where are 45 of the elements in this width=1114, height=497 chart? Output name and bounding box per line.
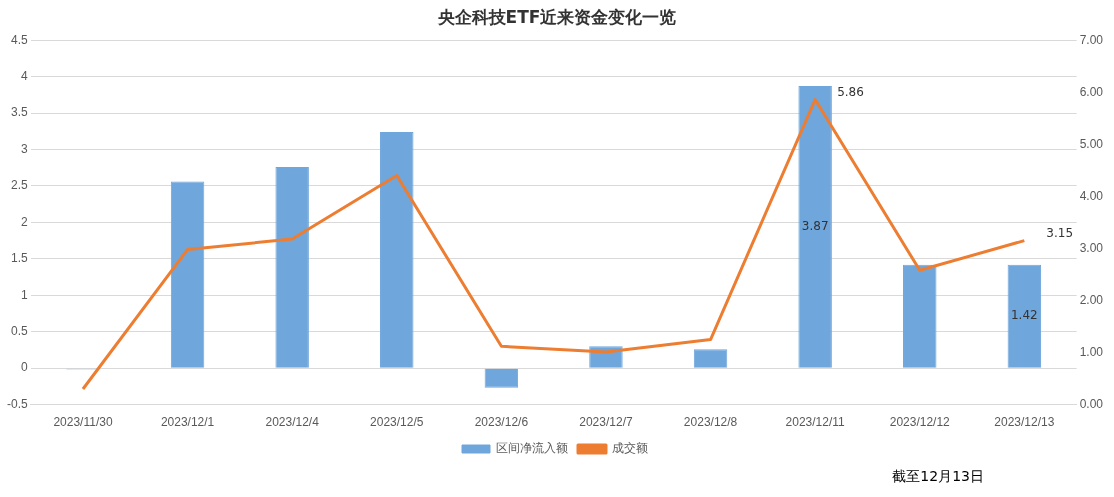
x-tick-label: 2023/12/11	[785, 415, 846, 430]
data-label: 1.42	[1010, 308, 1038, 323]
bar	[170, 181, 205, 368]
data-label: 5.86	[837, 84, 864, 99]
bar	[1007, 264, 1042, 368]
y-tick-label: 2	[20, 214, 28, 229]
y2-tick-label: 1.00	[1079, 344, 1104, 359]
y-tick-label: 0	[20, 360, 28, 375]
legend-label: 区间净流入额	[496, 441, 568, 456]
y2-tick-label: 7.00	[1079, 32, 1104, 47]
y-tick-label: -0.5	[6, 396, 28, 411]
y2-tick-label: 2.00	[1079, 292, 1104, 307]
data-label: 3.87	[801, 219, 829, 234]
y2-tick-label: 5.00	[1079, 136, 1104, 151]
x-tick-label: 2023/12/7	[579, 415, 633, 430]
x-tick-label: 2023/12/4	[265, 415, 320, 430]
x-tick-label: 2023/12/1	[160, 415, 215, 430]
bar	[798, 86, 832, 368]
y-tick-label: 0.5	[10, 324, 28, 339]
legend-label: 成交额	[612, 441, 648, 456]
y2-tick-label: 3.00	[1079, 240, 1104, 255]
bar	[380, 132, 414, 368]
y-tick-label: 2.5	[10, 178, 28, 193]
bar	[275, 167, 309, 368]
y-tick-label: 1.5	[10, 251, 28, 266]
bar	[693, 349, 728, 368]
y-tick-label: 4	[20, 68, 28, 83]
x-tick-label: 2023/12/5	[370, 415, 424, 430]
y2-tick-label: 0.00	[1079, 396, 1104, 411]
y2-tick-label: 6.00	[1079, 84, 1104, 99]
bar	[903, 264, 937, 368]
text: 截至12月13日	[892, 468, 984, 486]
chart-title: 央企科技ETF近来资金变化一览	[436, 6, 678, 29]
x-tick-label: 2023/11/30	[53, 415, 113, 430]
y-tick-label: 3.5	[10, 105, 28, 120]
bar	[484, 368, 519, 388]
x-tick-label: 2023/12/8	[683, 415, 738, 430]
y-tick-label: 4.5	[10, 32, 28, 47]
data-label: 3.15	[1046, 225, 1074, 240]
x-tick-label: 2023/12/13	[994, 415, 1055, 430]
y2-tick-label: 4.00	[1079, 188, 1104, 203]
y-tick-label: 3	[20, 141, 28, 156]
x-tick-label: 2023/12/12	[889, 415, 951, 430]
y-tick-label: 1	[20, 287, 28, 302]
x-tick-label: 2023/12/6	[474, 415, 529, 430]
